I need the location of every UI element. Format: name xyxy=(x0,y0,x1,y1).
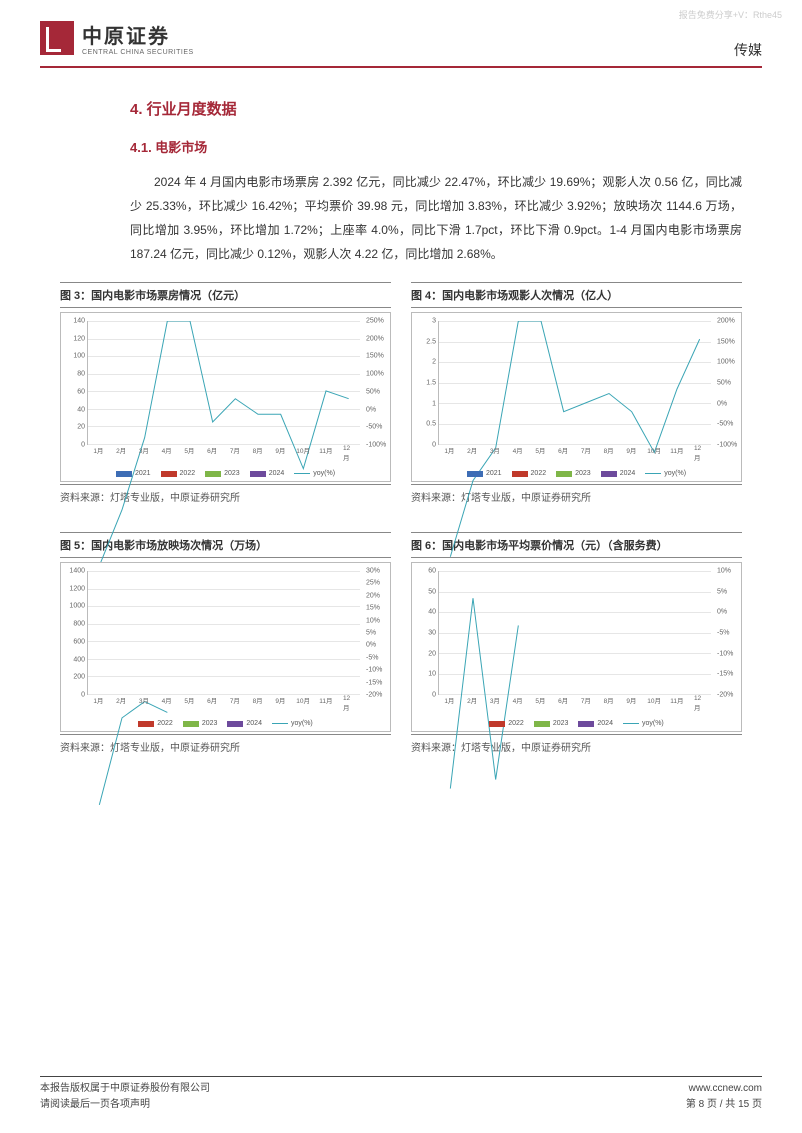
charts-row-2: 图 5：国内电影市场放映场次情况（万场） 0200400600800100012… xyxy=(60,532,742,778)
chart5-title: 图 5：国内电影市场放映场次情况（万场） xyxy=(60,532,391,558)
chart3: 020406080100120140-100%-50%0%50%100%150%… xyxy=(60,312,391,482)
chart6: 0102030405060-20%-15%-10%-5%0%5%10%1月2月3… xyxy=(411,562,742,732)
section-heading-2: 4.1. 电影市场 xyxy=(130,137,742,156)
footer-copyright: 本报告版权属于中原证券股份有限公司 xyxy=(40,1081,210,1097)
charts-row-1: 图 3：国内电影市场票房情况（亿元） 020406080100120140-10… xyxy=(60,282,742,528)
chart6-title: 图 6：国内电影市场平均票价情况（元）（含服务费） xyxy=(411,532,742,558)
chart5: 0200400600800100012001400-20%-15%-10%-5%… xyxy=(60,562,391,732)
chart4: 00.511.522.53-100%-50%0%50%100%150%200%1… xyxy=(411,312,742,482)
chart5-source: 资料来源：灯塔专业版，中原证券研究所 xyxy=(60,734,391,754)
footer-url: www.ccnew.com xyxy=(689,1081,762,1097)
chart4-title: 图 4：国内电影市场观影人次情况（亿人） xyxy=(411,282,742,308)
watermark: 报告免费分享+V：Rthe45 xyxy=(679,8,782,21)
logo-text-en: CENTRAL CHINA SECURITIES xyxy=(82,49,194,56)
category-label: 传媒 xyxy=(734,20,762,60)
body-paragraph: 2024 年 4 月国内电影市场票房 2.392 亿元，同比减少 22.47%，… xyxy=(130,170,742,266)
section-heading-1: 4. 行业月度数据 xyxy=(130,98,742,119)
footer-page-number: 第 8 页 / 共 15 页 xyxy=(686,1097,762,1113)
footer: 本报告版权属于中原证券股份有限公司 www.ccnew.com 请阅读最后一页各… xyxy=(40,1076,762,1113)
chart3-title: 图 3：国内电影市场票房情况（亿元） xyxy=(60,282,391,308)
content: 4. 行业月度数据 4.1. 电影市场 2024 年 4 月国内电影市场票房 2… xyxy=(0,68,802,266)
chart3-source: 资料来源：灯塔专业版，中原证券研究所 xyxy=(60,484,391,504)
logo-text-cn: 中原证券 xyxy=(82,20,194,49)
logo-icon xyxy=(40,21,74,55)
chart6-source: 资料来源：灯塔专业版，中原证券研究所 xyxy=(411,734,742,754)
footer-disclaimer: 请阅读最后一页各项声明 xyxy=(40,1097,150,1113)
chart4-source: 资料来源：灯塔专业版，中原证券研究所 xyxy=(411,484,742,504)
footer-rule xyxy=(40,1076,762,1077)
logo-block: 中原证券 CENTRAL CHINA SECURITIES xyxy=(40,20,194,56)
